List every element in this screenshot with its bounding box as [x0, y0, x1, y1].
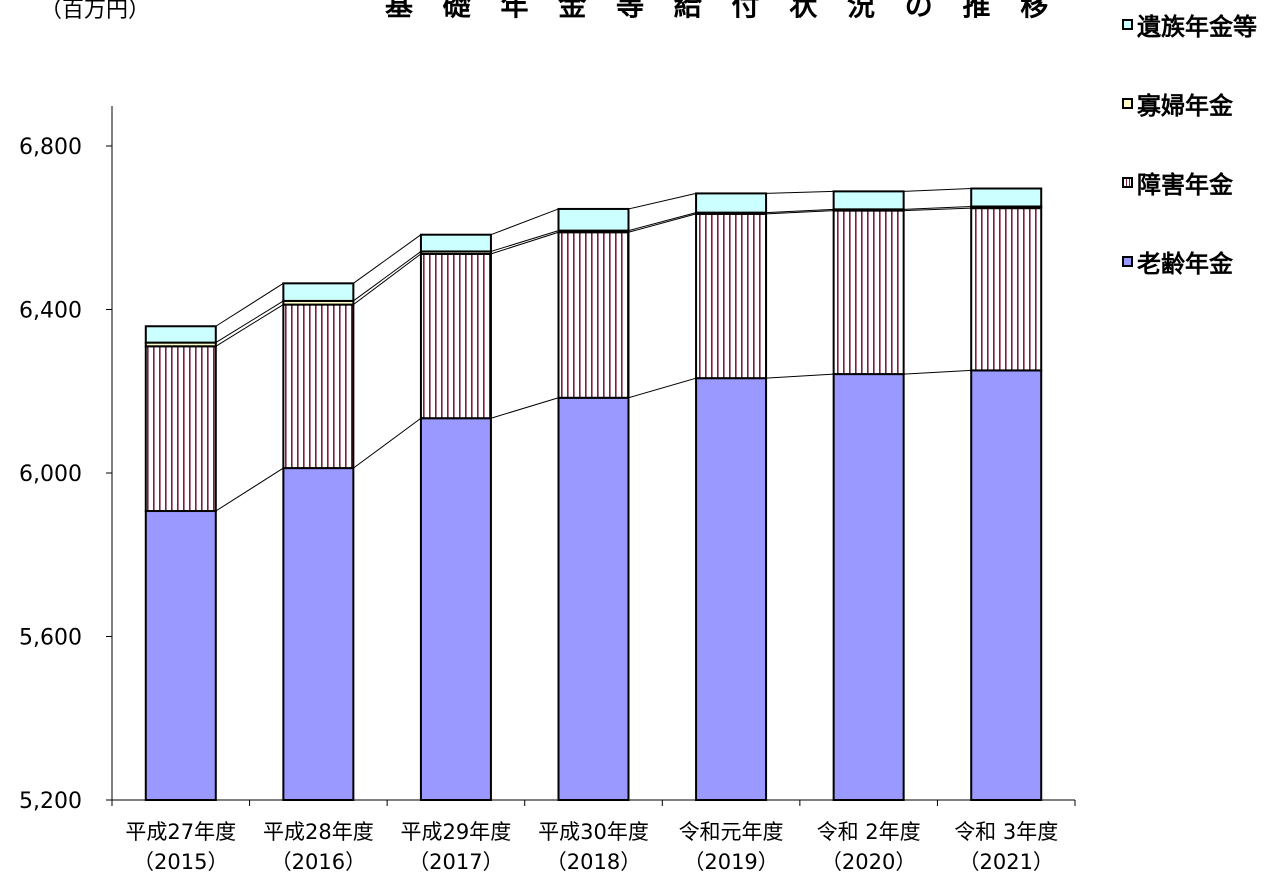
bar-segment [419, 252, 492, 420]
legend-label: 寡婦年金 [1137, 91, 1233, 120]
series-connector-line [903, 207, 972, 212]
x-tick-label: 令和元年度 [679, 820, 784, 844]
bar-segment [144, 510, 217, 801]
legend-item-disability-pension: 障害年金 [1122, 164, 1233, 200]
bar-segment [695, 192, 768, 214]
series-connector-line [490, 230, 559, 252]
y-tick-label: 5,600 [19, 626, 82, 651]
bar-segment [419, 417, 492, 801]
bar-segment [695, 212, 768, 380]
series-connector-line [628, 192, 697, 210]
x-tick-label: 平成30年度 [538, 820, 649, 844]
bar-segment [419, 233, 492, 253]
bar-segment [557, 231, 630, 399]
series-connector-line [215, 467, 284, 512]
series-connector-line [215, 282, 284, 327]
bar-segment [970, 369, 1043, 801]
series-connector-line [490, 208, 559, 236]
x-tick-label: （2017） [408, 850, 503, 874]
legend-swatch-old-age-pension [1122, 255, 1133, 267]
y-tick-label: 6,400 [19, 299, 82, 324]
series-connector-line [766, 208, 834, 214]
series-connector-line [215, 304, 284, 347]
bar-segment [970, 187, 1043, 208]
x-tick-label: （2015） [133, 850, 228, 874]
x-tick-label: 平成29年度 [401, 820, 512, 844]
x-tick-label: 平成27年度 [125, 820, 236, 844]
bar-segment [557, 207, 630, 232]
legend-item-widow-pension: 寡婦年金 [1122, 85, 1233, 121]
series-connector-line [903, 205, 972, 210]
series-connector-line [903, 188, 972, 192]
bar-segment [144, 325, 217, 344]
y-tick-label: 5,200 [19, 789, 82, 814]
bar-segment [832, 373, 905, 801]
series-connector-line [490, 231, 559, 255]
bar-segment [282, 282, 355, 302]
bar-segment [557, 396, 630, 801]
bar-segment [144, 345, 217, 513]
x-tick-label: （2021） [958, 850, 1053, 874]
series-connector-line [628, 377, 697, 399]
series-connector-line [903, 369, 972, 375]
y-tick-label: 6,800 [19, 135, 82, 160]
legend-label: 障害年金 [1137, 170, 1233, 199]
series-connector-line [628, 213, 697, 233]
x-tick-label: 平成28年度 [263, 820, 374, 844]
series-connector-line [628, 212, 697, 232]
y-tick-label: 6,000 [19, 462, 82, 487]
series-connector-line [353, 251, 422, 302]
series-connector-line [490, 397, 559, 419]
legend-label: 遺族年金等 [1137, 12, 1257, 41]
y-axis-unit-label: （百万円） [40, 0, 151, 23]
legend-item-old-age-pension: 老齢年金 [1122, 243, 1233, 279]
x-tick-label: （2020） [821, 850, 916, 874]
x-tick-label: 令和 2年度 [817, 820, 921, 844]
bar-segment [832, 209, 905, 376]
bar-segment [282, 467, 355, 801]
series-connector-line [766, 373, 834, 379]
x-tick-label: （2018） [546, 850, 641, 874]
chart-title: 基 礎 年 金 等 給 付 状 況 の 推 移 [385, 0, 1059, 22]
x-tick-label: （2019） [683, 850, 778, 874]
series-connector-line [766, 210, 834, 215]
bar-segment [282, 303, 355, 470]
legend-item-survivor-pension: 遺族年金等 [1122, 6, 1257, 42]
legend-swatch-disability-pension [1122, 176, 1133, 188]
bar-segment [970, 207, 1043, 372]
series-connector-line [353, 234, 422, 284]
series-connector-line [215, 300, 284, 344]
legend-swatch-widow-pension [1122, 97, 1133, 109]
series-connector-line [766, 190, 834, 194]
bar-segment [695, 377, 768, 801]
x-tick-label: 令和 3年度 [954, 820, 1058, 844]
bar-segment [832, 190, 905, 211]
series-connector-line [353, 253, 422, 305]
x-tick-label: （2016） [271, 850, 366, 874]
legend-label: 老齢年金 [1137, 249, 1233, 278]
legend-swatch-survivor-pension [1122, 18, 1133, 30]
chart-legend: 遺族年金等 寡婦年金 障害年金 老齢年金 [1122, 0, 1282, 300]
series-connector-line [353, 417, 422, 469]
